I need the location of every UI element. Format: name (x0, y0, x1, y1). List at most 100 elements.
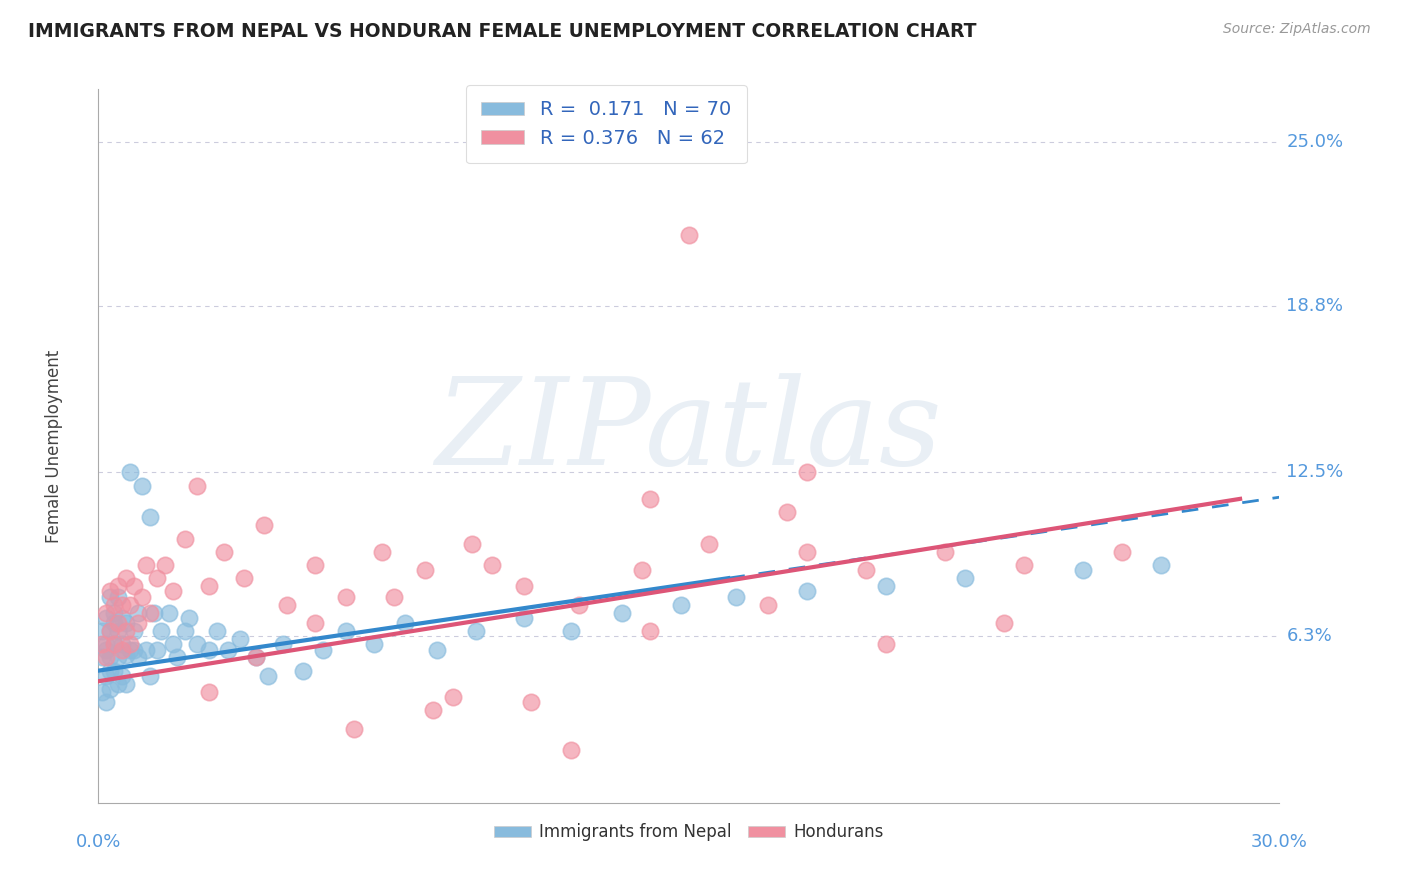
Point (138, 669, 160, 683)
Point (91, 624, 114, 638)
Point (96, 695, 118, 709)
Point (560, 624, 582, 638)
Legend: Immigrants from Nepal, Hondurans: Immigrants from Nepal, Hondurans (488, 817, 890, 848)
Text: Source: ZipAtlas.com: Source: ZipAtlas.com (1223, 22, 1371, 37)
Point (118, 598, 141, 612)
Point (107, 579, 129, 593)
Point (131, 590, 153, 604)
Point (512, 579, 534, 593)
Point (115, 648, 138, 662)
Point (697, 537, 720, 551)
Point (96, 642, 118, 657)
Point (91, 650, 114, 665)
Point (1111, 545, 1133, 559)
Point (197, 685, 219, 699)
Point (127, 616, 149, 631)
Point (422, 703, 444, 717)
Point (118, 642, 141, 657)
Point (273, 637, 295, 651)
Point (115, 616, 138, 631)
Point (610, 606, 633, 620)
Point (91, 637, 114, 651)
Point (115, 677, 138, 691)
Point (98, 584, 121, 599)
Point (107, 616, 129, 631)
Point (146, 571, 169, 585)
Point (91, 685, 114, 699)
Point (122, 642, 145, 657)
Point (107, 590, 129, 604)
Point (304, 558, 326, 572)
Point (98, 590, 121, 604)
Point (197, 579, 219, 593)
Point (725, 590, 748, 604)
Point (796, 545, 818, 559)
Point (669, 598, 692, 612)
Point (776, 505, 799, 519)
Point (111, 642, 134, 657)
Point (135, 642, 157, 657)
Point (276, 598, 298, 612)
Point (875, 637, 897, 651)
Point (229, 632, 252, 646)
Point (96, 669, 118, 683)
Point (875, 579, 897, 593)
Point (98, 650, 121, 665)
Point (934, 545, 956, 559)
Point (174, 624, 197, 638)
Point (461, 537, 484, 551)
Point (343, 722, 366, 736)
Point (107, 624, 129, 638)
Text: 6.3%: 6.3% (1286, 627, 1331, 645)
Point (103, 637, 125, 651)
Point (122, 624, 145, 638)
Point (756, 598, 779, 612)
Point (162, 584, 184, 599)
Point (98, 682, 121, 697)
Point (155, 558, 177, 572)
Point (96, 650, 118, 665)
Point (103, 606, 125, 620)
Point (465, 624, 488, 638)
Point (953, 571, 976, 585)
Point (796, 584, 818, 599)
Point (107, 650, 129, 665)
Point (335, 590, 357, 604)
Point (186, 637, 208, 651)
Point (142, 606, 165, 620)
Point (103, 598, 125, 612)
Point (197, 642, 219, 657)
Point (312, 642, 335, 657)
Point (166, 650, 188, 665)
Point (796, 466, 818, 480)
Point (146, 642, 169, 657)
Point (520, 695, 543, 709)
Point (135, 558, 157, 572)
Point (256, 669, 278, 683)
Point (127, 650, 149, 665)
Point (1150, 558, 1173, 572)
Point (111, 637, 134, 651)
Point (174, 532, 197, 546)
Point (103, 616, 125, 631)
Point (107, 677, 129, 691)
Point (177, 611, 200, 625)
Point (363, 637, 385, 651)
Point (630, 563, 652, 577)
Text: ZIPatlas: ZIPatlas (436, 373, 942, 491)
Point (96, 611, 118, 625)
Point (371, 545, 394, 559)
Point (394, 616, 416, 631)
Text: 30.0%: 30.0% (1251, 833, 1308, 851)
Point (855, 563, 877, 577)
Point (481, 558, 503, 572)
Point (205, 624, 228, 638)
Point (253, 518, 276, 533)
Point (638, 624, 661, 638)
Point (426, 642, 449, 657)
Point (98, 624, 121, 638)
Text: 12.5%: 12.5% (1286, 464, 1344, 482)
Point (245, 650, 267, 665)
Point (96, 606, 118, 620)
Point (98, 624, 121, 638)
